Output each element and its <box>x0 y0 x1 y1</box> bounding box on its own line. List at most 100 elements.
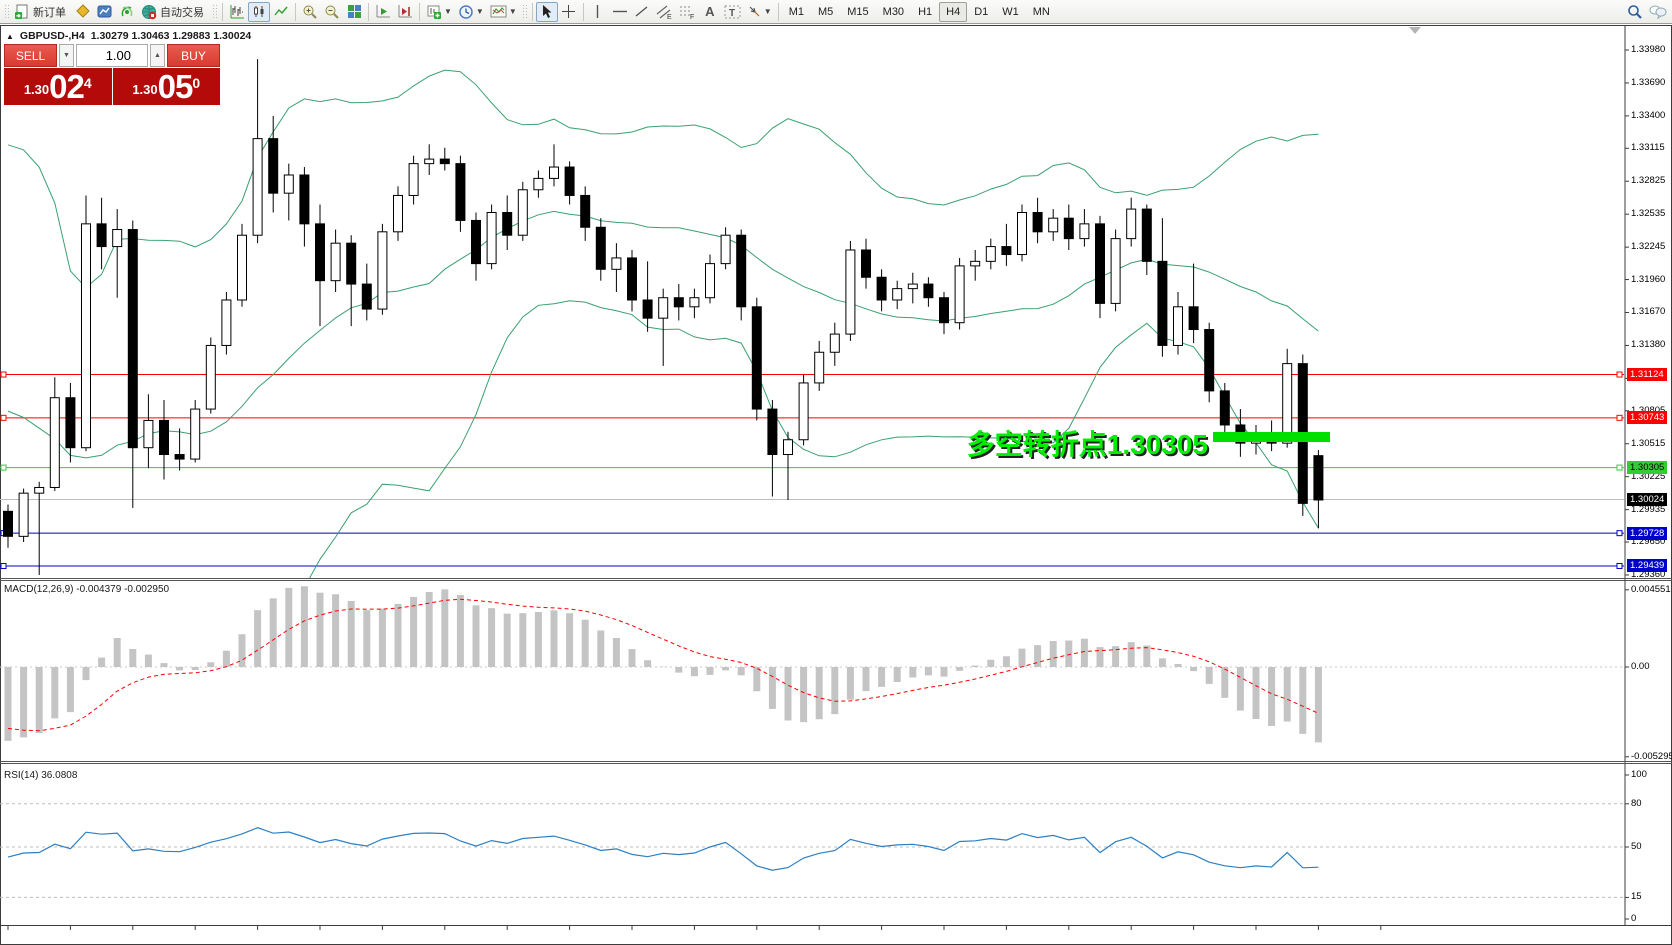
buy-button[interactable]: BUY <box>167 44 220 67</box>
separator <box>777 2 779 21</box>
line-chart-icon <box>273 6 288 16</box>
hline-anchor[interactable] <box>1616 562 1623 569</box>
templates-button[interactable]: ▼ <box>487 2 520 22</box>
candle-body <box>127 229 138 449</box>
community-chat-button[interactable] <box>1646 2 1670 22</box>
chart-canvas[interactable] <box>0 24 1672 945</box>
tile-windows-button[interactable] <box>343 2 365 22</box>
equidistant-channel-button[interactable]: E <box>653 2 676 22</box>
cursor-button[interactable] <box>535 1 558 22</box>
toolbar-grip[interactable] <box>521 3 527 20</box>
price-axis-label: 1.31380 <box>1631 339 1666 351</box>
timeframe-d1[interactable]: D1 <box>974 5 989 18</box>
timeframe-m30[interactable]: M30 <box>882 5 905 18</box>
candle-body <box>439 158 450 165</box>
vertical-line-button[interactable] <box>587 2 609 22</box>
chart-shift-marker[interactable] <box>1409 27 1421 34</box>
timeframe-w1[interactable]: W1 <box>1002 5 1019 18</box>
hline-price-badge[interactable]: 1.30305 <box>1627 461 1668 475</box>
candle-body <box>1282 363 1293 444</box>
volume-input[interactable] <box>76 44 148 67</box>
candle-body <box>564 166 575 196</box>
hline-anchor[interactable] <box>0 562 7 569</box>
candle-body <box>1173 306 1183 346</box>
buy-price-small: 1.30 <box>132 82 158 97</box>
volume-decrease-button[interactable]: ▼ <box>59 44 74 67</box>
candle-body <box>424 158 435 165</box>
price-axis-label: 1.32535 <box>1631 208 1666 220</box>
new-order-button[interactable]: 新订单 <box>11 2 72 22</box>
hline-price-badge[interactable]: 1.31124 <box>1627 368 1667 382</box>
hline-anchor[interactable] <box>0 414 7 421</box>
zoom-out-icon <box>325 5 339 19</box>
autotrading-button[interactable]: 自动交易 <box>138 2 210 22</box>
hline-price-badge[interactable]: 1.29728 <box>1627 526 1668 540</box>
sell-button[interactable]: SELL <box>4 44 57 67</box>
turning-point-annotation[interactable]: 多空转折点1.30305 <box>966 429 1208 460</box>
signals-button[interactable] <box>116 2 138 22</box>
hline-price-badge[interactable]: 1.29439 <box>1627 559 1668 573</box>
text-button[interactable]: A <box>699 2 721 22</box>
marketwatch-button[interactable] <box>72 2 94 22</box>
new-chart-button[interactable]: ▼ <box>423 2 455 22</box>
marketwatch-icon <box>75 4 90 18</box>
timeframe-h4[interactable]: H4 <box>939 1 968 22</box>
buy-price[interactable]: 1.30 05 0 <box>112 68 220 105</box>
candlestick-chart-icon <box>253 6 263 17</box>
search-button[interactable] <box>1624 2 1646 22</box>
rsi-panel[interactable] <box>0 803 1625 898</box>
zoom-in-button[interactable] <box>299 2 321 22</box>
toolbar-grip[interactable] <box>4 3 9 20</box>
chart-shift-button[interactable] <box>394 2 416 22</box>
zoom-out-button[interactable] <box>321 2 343 22</box>
trendline-button[interactable] <box>631 2 653 22</box>
chat-icon <box>1649 5 1667 19</box>
candle-body <box>1017 211 1027 256</box>
timeframe-mn[interactable]: MN <box>1032 5 1050 18</box>
chevron-down-icon: ▼ <box>475 7 484 16</box>
timeframe-m1[interactable]: M1 <box>788 5 804 18</box>
periods-button[interactable]: ▼ <box>455 2 487 22</box>
candle-body <box>408 163 419 196</box>
candle-body <box>1141 208 1152 262</box>
hline-anchor[interactable] <box>1616 530 1623 537</box>
timeframe-m5[interactable]: M5 <box>817 5 834 18</box>
horizontal-line-button[interactable] <box>609 2 631 22</box>
hline-anchor[interactable] <box>1616 371 1623 378</box>
crosshair-button[interactable] <box>558 2 580 22</box>
hline-anchor[interactable] <box>1616 414 1623 421</box>
price-axis-label: 1.33400 <box>1631 109 1666 121</box>
line-chart-button[interactable] <box>270 2 292 22</box>
macd-axis-label: 0.004551 <box>1631 583 1671 595</box>
candle-body <box>112 229 123 248</box>
hline-anchor[interactable] <box>0 464 7 471</box>
chart-area[interactable]: ▲ GBPUSD-,H4 1.30279 1.30463 1.29883 1.3… <box>0 24 1672 945</box>
candle-body <box>970 260 981 267</box>
candle-body <box>923 283 934 299</box>
sell-price[interactable]: 1.30 02 4 <box>4 68 112 105</box>
macd-panel[interactable] <box>0 586 1625 743</box>
auto-scroll-button[interactable] <box>372 2 394 22</box>
equidistant-channel-icon: E <box>656 5 672 20</box>
text-label-button[interactable]: T <box>721 2 744 22</box>
timeframe-h1[interactable]: H1 <box>918 5 933 18</box>
chevron-down-icon: ▼ <box>508 7 517 16</box>
bar-chart-button[interactable] <box>226 2 248 22</box>
timeframe-m15[interactable]: M15 <box>847 5 869 18</box>
strategy-tester-button[interactable] <box>94 2 116 22</box>
volume-increase-button[interactable]: ▲ <box>150 44 165 67</box>
hline-anchor[interactable] <box>0 371 7 378</box>
collapse-triangle-icon[interactable]: ▲ <box>6 31 14 41</box>
rsi-axis-label: 100 <box>1631 769 1647 780</box>
arrows-button[interactable]: ▼ <box>744 2 775 22</box>
main-panel[interactable] <box>0 59 1625 689</box>
toolbar-grip[interactable] <box>212 3 217 20</box>
candlestick-chart-button[interactable] <box>248 1 270 22</box>
fibonacci-button[interactable]: F <box>676 2 699 22</box>
hline-price-badge[interactable]: 1.30743 <box>1627 411 1668 425</box>
search-icon <box>1628 4 1642 19</box>
signals-icon <box>121 6 132 17</box>
annotation-underline[interactable] <box>1213 432 1330 442</box>
candle-body <box>377 231 388 310</box>
hline-anchor[interactable] <box>1616 464 1623 471</box>
